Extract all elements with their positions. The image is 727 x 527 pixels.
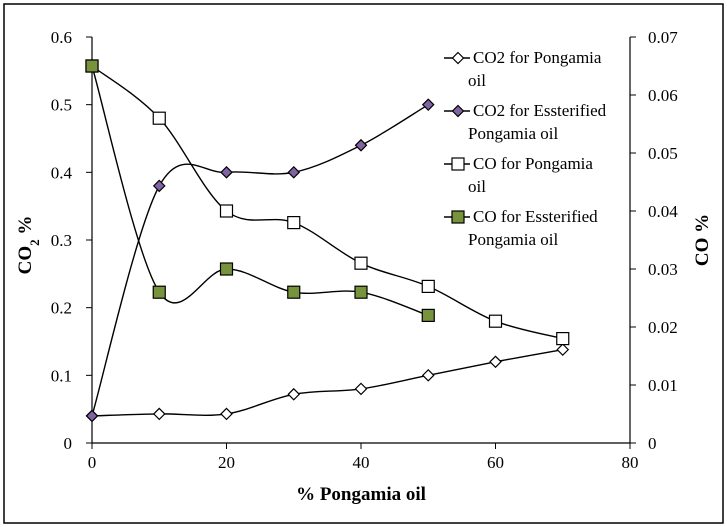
data-point-square: [287, 216, 301, 230]
y-left-axis-title: CO2 %: [15, 216, 42, 275]
data-point-diamond: [287, 165, 301, 179]
y-left-title-main: CO: [15, 246, 36, 275]
y-right-tick-label: 0.03: [648, 260, 678, 279]
data-point-square: [152, 111, 166, 125]
data-point-diamond: [287, 387, 301, 401]
y-left-title-suffix: %: [15, 216, 36, 240]
y-left-title-subscript: 2: [27, 239, 42, 246]
y-right-tick-label: 0.07: [648, 28, 678, 47]
data-point-square: [488, 314, 503, 328]
series-1: [85, 343, 570, 423]
y-right-tick-label: 0.06: [648, 86, 678, 105]
series-3: [85, 59, 570, 346]
data-point-square: [152, 285, 166, 299]
y-left-tick-label: 0.4: [51, 163, 73, 182]
data-point-square: [219, 204, 234, 218]
x-axis-title: % Pongamia oil: [296, 484, 426, 505]
x-tick-label: 80: [622, 453, 639, 472]
x-tick-label: 60: [487, 453, 504, 472]
x-tick-label: 40: [353, 453, 370, 472]
chart-outer-border: [3, 3, 724, 524]
legend: CO2 for Pongamia oil CO2 for Essterified Po…: [444, 48, 607, 249]
legend-marker: [451, 210, 465, 224]
legend-entry: CO for Essterified Pongamia oil: [444, 207, 598, 249]
series-line: [91, 104, 429, 417]
legend-marker: [451, 104, 465, 118]
data-point-diamond: [152, 179, 166, 193]
legend-label: Pongamia oil: [468, 124, 558, 143]
legend-entry: CO2 for Pongamia oil: [444, 48, 602, 90]
series-2: [85, 98, 435, 423]
data-point-diamond: [421, 98, 435, 112]
data-point-diamond: [556, 343, 570, 356]
data-point-diamond: [354, 382, 368, 396]
data-point-diamond: [85, 409, 99, 423]
y-right-tick-label: 0.01: [648, 376, 678, 395]
legend-entry: CO2 for Essterified Pongamia oil: [444, 101, 607, 143]
data-point-square: [421, 308, 435, 322]
x-tick-label: 20: [218, 453, 235, 472]
y-left-tick-label: 0.1: [51, 366, 72, 385]
x-tick-label: 0: [88, 453, 97, 472]
y-left-tick-label: 0.5: [51, 96, 72, 115]
legend-marker: [451, 51, 465, 65]
y-right-axis-title: CO %: [692, 214, 713, 266]
data-point-square: [219, 262, 234, 276]
data-point-square: [354, 285, 368, 299]
data-point-square: [421, 279, 435, 293]
legend-entry: CO for Pongamia oil: [444, 154, 593, 196]
legend-label: CO2 for Pongamia: [473, 48, 602, 67]
legend-label: CO2 for Essterified: [473, 101, 607, 120]
y-left-tick-label: 0.2: [51, 299, 72, 318]
axes: 0 20 40 60 80 0 0.1 0.2 0.3 0.4 0.5 0.6 0 0.01 0.02 0.0…: [51, 28, 679, 472]
legend-label: CO for Pongamia: [473, 154, 593, 173]
axis-titles: % Pongamia oil CO2 % CO %: [15, 214, 713, 505]
y-right-tick-label: 0: [648, 434, 657, 453]
legend-label: oil: [468, 71, 486, 90]
data-point-diamond: [220, 165, 233, 179]
y-right-tick-label: 0.02: [648, 318, 678, 337]
legend-marker: [451, 157, 465, 171]
series-4: [85, 59, 435, 322]
data-series: [85, 59, 570, 423]
data-point-diamond: [152, 407, 166, 421]
legend-label: oil: [468, 177, 486, 196]
data-point-square: [287, 285, 301, 299]
data-point-diamond: [220, 407, 233, 421]
data-point-diamond: [421, 368, 435, 382]
y-right-tick-label: 0.04: [648, 202, 678, 221]
data-point-diamond: [354, 138, 368, 152]
legend-label: CO for Essterified: [473, 207, 598, 226]
y-right-tick-label: 0.05: [648, 144, 678, 163]
y-left-tick-label: 0.3: [51, 231, 72, 250]
data-point-diamond: [489, 355, 502, 369]
legend-label: Pongamia oil: [468, 230, 558, 249]
data-point-square: [556, 332, 570, 346]
data-point-square: [354, 256, 368, 270]
y-left-tick-label: 0: [64, 434, 73, 453]
data-point-square: [85, 59, 99, 73]
y-left-tick-label: 0.6: [51, 28, 72, 47]
